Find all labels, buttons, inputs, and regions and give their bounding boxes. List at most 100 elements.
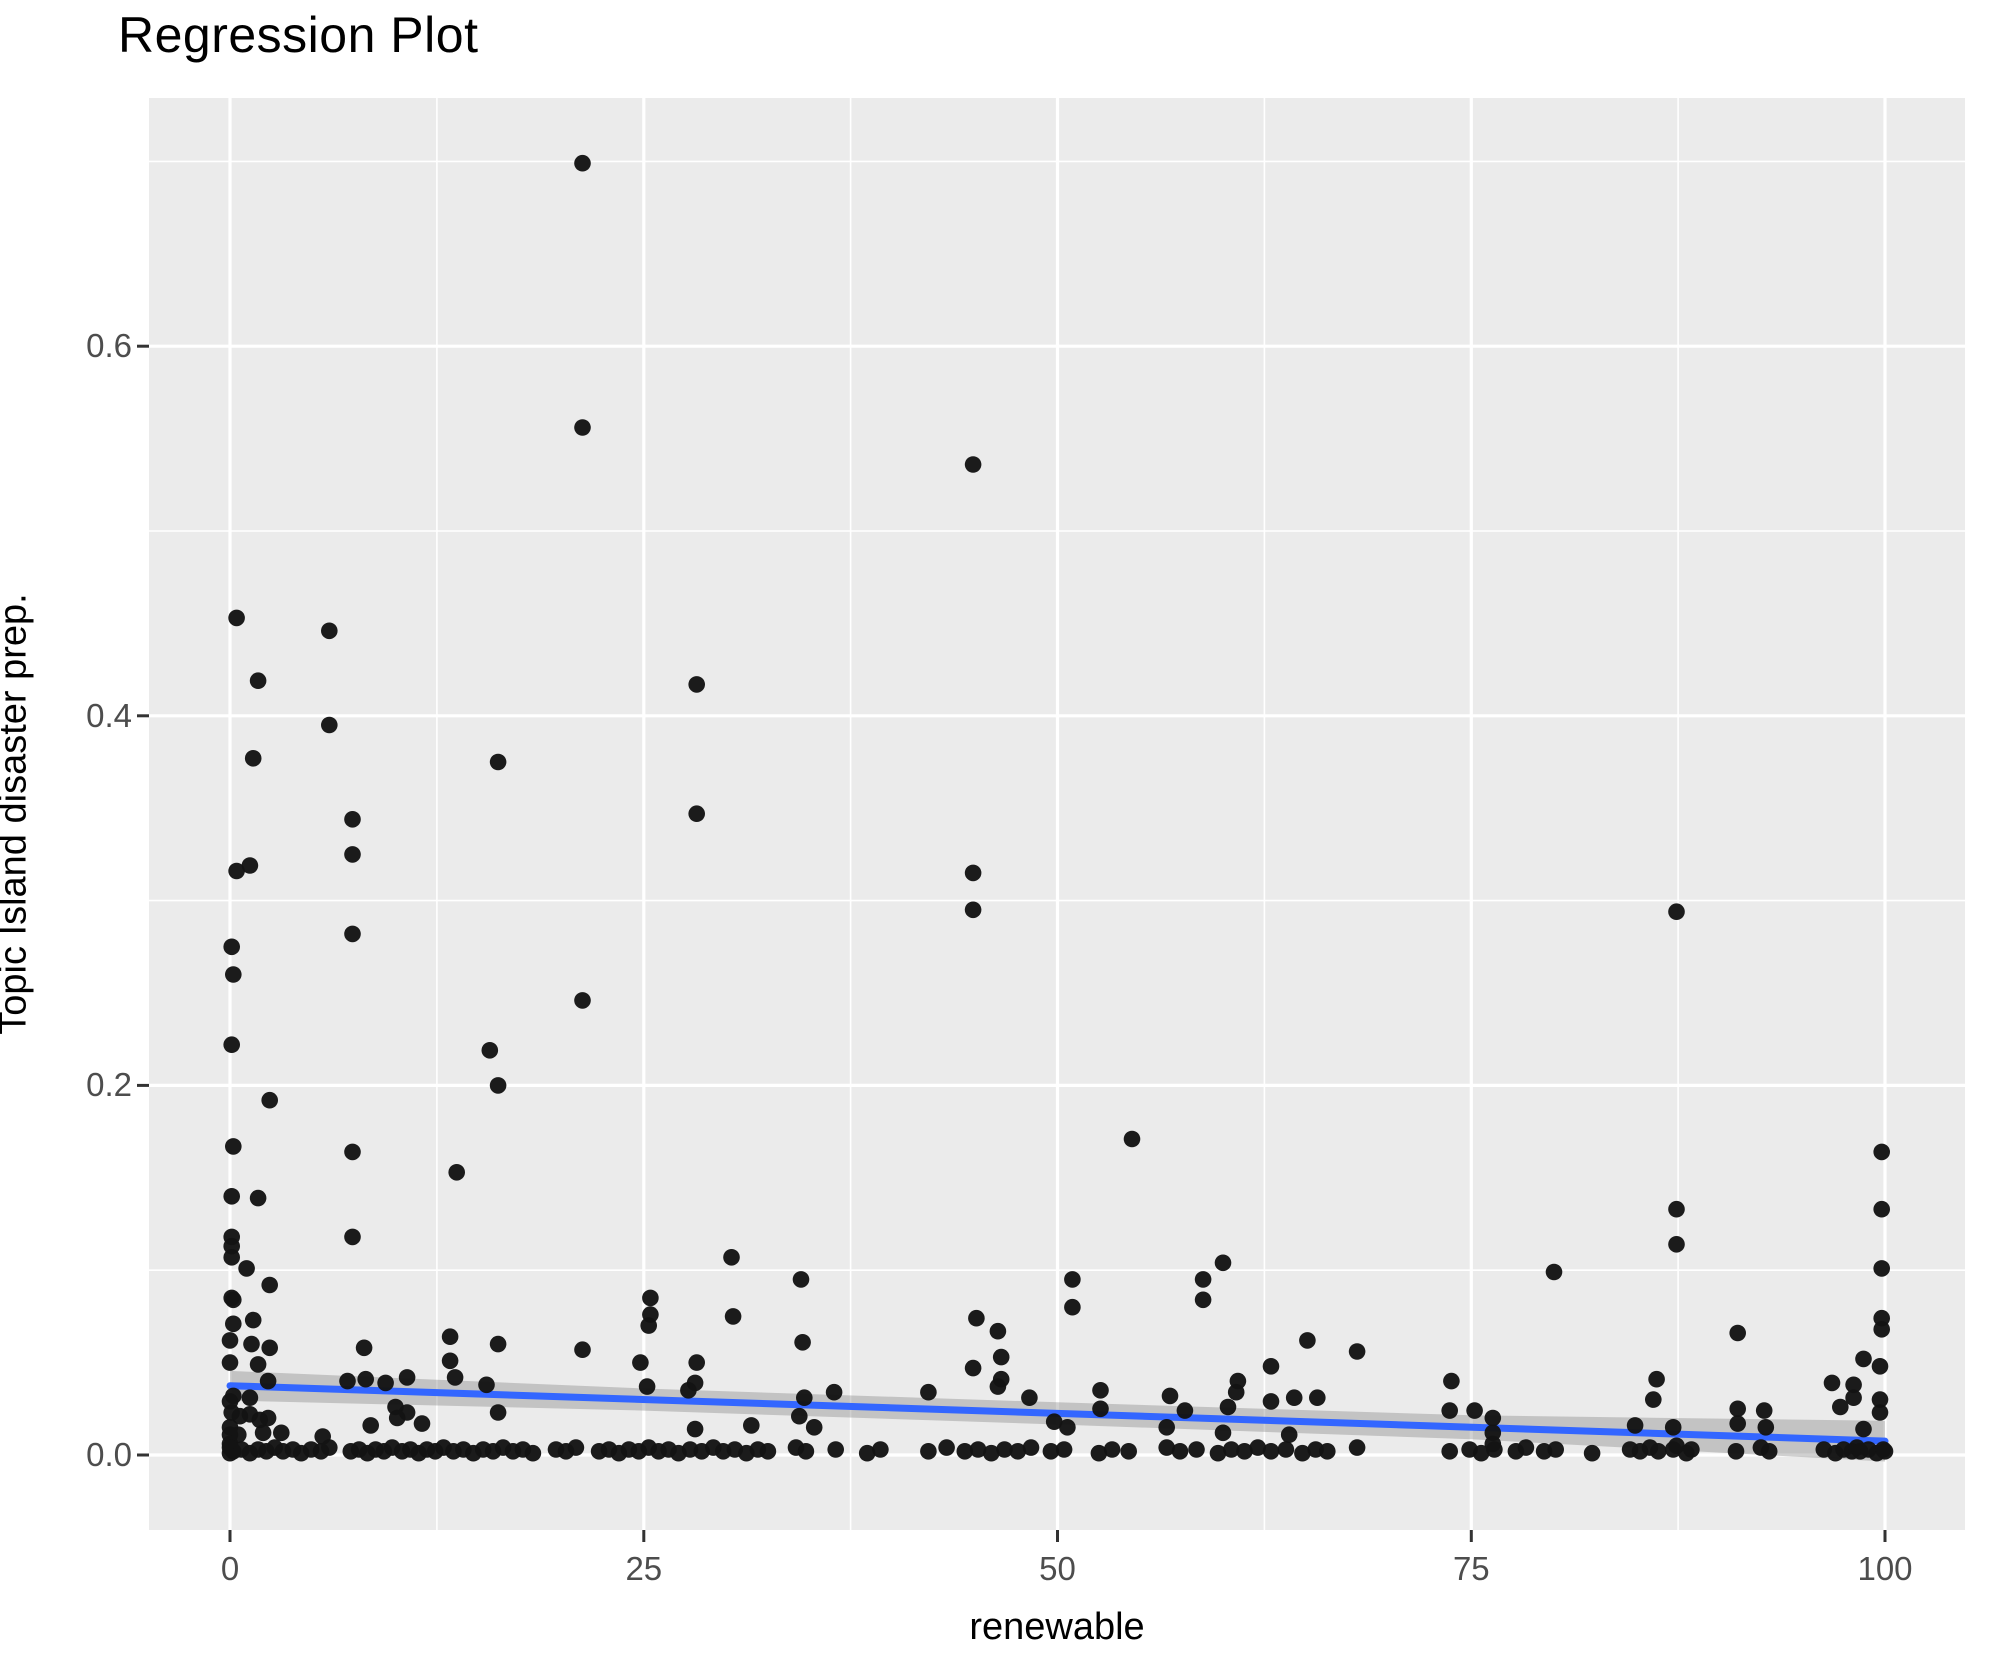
data-point <box>1645 1391 1662 1408</box>
data-point <box>321 1439 338 1456</box>
data-point <box>1262 1393 1280 1410</box>
data-point <box>478 1376 495 1394</box>
data-point <box>489 1404 507 1421</box>
data-point <box>1729 1324 1746 1342</box>
y-tick-label: 0.2 <box>86 1066 132 1104</box>
data-point <box>1262 1443 1280 1460</box>
data-point <box>344 925 361 943</box>
data-point <box>1729 1415 1746 1432</box>
data-point <box>1855 1420 1872 1438</box>
data-point <box>1214 1254 1232 1272</box>
data-point <box>448 1164 466 1181</box>
data-point <box>259 1372 277 1390</box>
data-point <box>640 1317 657 1334</box>
data-point <box>969 1441 987 1458</box>
data-point <box>223 1036 240 1053</box>
data-point <box>225 1315 242 1333</box>
data-point <box>1683 1441 1700 1458</box>
data-point <box>321 716 338 734</box>
data-point <box>1876 1443 1894 1460</box>
data-point <box>225 966 242 983</box>
data-point <box>1158 1419 1175 1436</box>
data-point <box>489 1335 507 1353</box>
data-point <box>261 1339 279 1357</box>
data-point <box>225 1291 242 1309</box>
data-point <box>244 750 262 767</box>
data-point <box>489 1077 507 1094</box>
data-point <box>1236 1443 1253 1460</box>
data-point <box>964 864 982 882</box>
data-point <box>1855 1350 1872 1368</box>
data-point <box>1832 1398 1849 1416</box>
data-point <box>964 901 982 919</box>
data-point <box>489 753 507 771</box>
x-tick-label: 100 <box>1857 1550 1913 1587</box>
data-point <box>249 1189 267 1207</box>
data-point <box>1064 1298 1081 1316</box>
data-point <box>273 1424 290 1442</box>
data-point <box>759 1443 777 1460</box>
data-point <box>1022 1439 1040 1456</box>
data-point <box>1873 1143 1890 1161</box>
data-point <box>357 1370 375 1388</box>
data-point <box>1161 1387 1179 1405</box>
x-tick-label: 75 <box>1452 1550 1490 1587</box>
data-point <box>574 419 591 436</box>
data-point <box>446 1369 464 1386</box>
data-point <box>1280 1426 1298 1443</box>
data-point <box>238 1260 255 1277</box>
data-point <box>638 1378 656 1395</box>
data-point <box>1845 1389 1862 1406</box>
data-point <box>796 1389 813 1406</box>
data-point <box>481 1042 499 1059</box>
data-point <box>1873 1260 1890 1277</box>
data-point <box>680 1382 697 1399</box>
data-point <box>827 1441 844 1458</box>
data-point <box>225 1138 242 1155</box>
data-point <box>1045 1413 1063 1430</box>
data-point <box>377 1374 394 1392</box>
data-point <box>1194 1271 1212 1288</box>
y-axis-title: Topic Island disaster prep. <box>0 593 35 1035</box>
data-point <box>989 1378 1007 1395</box>
data-point <box>249 1356 267 1373</box>
data-point <box>355 1339 373 1357</box>
data-point <box>362 1417 380 1434</box>
data-point <box>254 1424 272 1442</box>
data-point <box>724 1308 742 1325</box>
y-tick-label: 0.4 <box>86 696 132 734</box>
data-point <box>1441 1402 1458 1419</box>
data-point <box>223 938 240 956</box>
data-point <box>413 1415 431 1432</box>
data-point <box>1219 1398 1237 1416</box>
data-point <box>1823 1374 1841 1392</box>
chart-title: Regression Plot <box>118 7 479 63</box>
data-point <box>1042 1443 1060 1460</box>
data-point <box>920 1443 937 1460</box>
data-point <box>1626 1417 1644 1434</box>
data-point <box>344 811 361 828</box>
data-point <box>1209 1444 1227 1462</box>
data-point <box>388 1409 406 1427</box>
data-point <box>1009 1443 1027 1460</box>
data-point <box>996 1441 1013 1458</box>
data-point <box>441 1352 459 1370</box>
data-point <box>344 1228 361 1246</box>
data-point <box>243 1335 260 1353</box>
x-tick-label: 25 <box>625 1550 663 1587</box>
data-point <box>872 1441 889 1458</box>
data-point <box>261 1276 279 1294</box>
data-point <box>794 1334 811 1351</box>
data-point <box>964 456 982 473</box>
data-point <box>259 1409 277 1427</box>
data-point <box>261 1091 279 1109</box>
data-point <box>1871 1391 1889 1408</box>
data-point <box>792 1271 810 1288</box>
data-point <box>968 1309 985 1327</box>
data-point <box>1466 1402 1483 1419</box>
data-point <box>228 862 245 880</box>
x-axis-title: renewable <box>969 1606 1145 1648</box>
data-point <box>1873 1321 1890 1338</box>
data-point <box>223 1188 240 1205</box>
